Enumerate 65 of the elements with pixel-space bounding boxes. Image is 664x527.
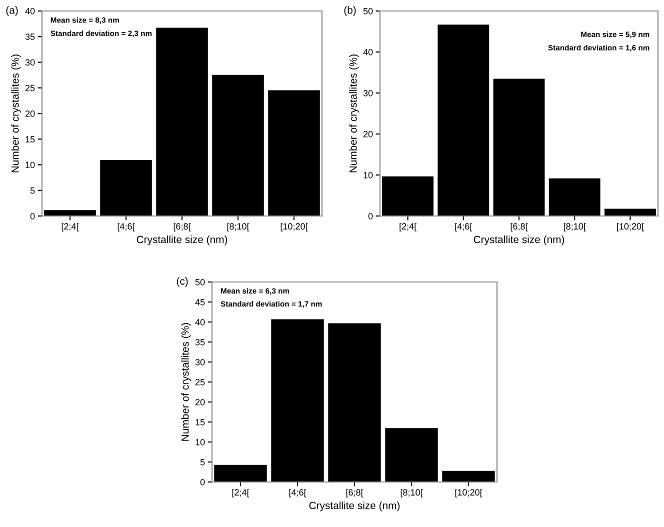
x-axis-title: Crystallite size (nm)	[136, 236, 228, 246]
chart-title: (b)	[344, 6, 356, 16]
bar	[382, 176, 434, 216]
y-tick-label: 0	[368, 212, 373, 220]
y-tick-label: 40	[25, 8, 35, 14]
y-axis-title: Number of crystallites (%)	[181, 323, 191, 441]
x-tick-label: [10;20[	[617, 222, 644, 232]
x-tick-label: [10;20[	[455, 488, 482, 498]
y-axis-title: Number of crystallites (%)	[11, 54, 21, 172]
x-tick-label: [4;6[	[289, 488, 306, 498]
bar	[385, 428, 438, 482]
bar	[271, 319, 324, 482]
y-tick-label: 10	[26, 162, 35, 168]
bar	[548, 178, 600, 216]
x-tick-label: [6;8[	[174, 222, 191, 232]
bar	[44, 210, 96, 216]
x-tick-label: [4;6[	[118, 222, 135, 232]
y-tick-label: 50	[195, 278, 205, 286]
bar	[493, 78, 545, 216]
y-tick-label: 25	[25, 84, 35, 92]
bar	[442, 470, 495, 482]
x-tick-label: [4;6[	[455, 222, 472, 232]
y-tick-label: 5	[30, 187, 35, 194]
x-tick-label: [6;8[	[346, 488, 364, 498]
y-tick-label: 50	[363, 8, 373, 14]
y-tick-label: 0	[30, 212, 35, 220]
y-tick-label: 30	[195, 358, 205, 366]
bar	[604, 208, 656, 216]
x-tick-label: [6;8[	[510, 222, 528, 232]
y-tick-label: 0	[200, 478, 205, 486]
y-tick-label: 30	[363, 90, 373, 96]
y-tick-label: 10	[196, 438, 205, 446]
y-tick-label: 20	[25, 110, 35, 117]
x-tick-label: [8;10[	[400, 488, 423, 498]
y-tick-label: 40	[195, 318, 205, 326]
bar	[438, 24, 490, 216]
chart-title: (a)	[6, 6, 18, 16]
y-tick-label: 15	[26, 136, 35, 142]
x-tick-label: [8;10[	[227, 222, 250, 232]
y-axis-title: Number of crystallites (%)	[349, 54, 359, 172]
y-tick-label: 35	[25, 34, 35, 40]
bar	[212, 74, 264, 216]
x-axis-title: Crystallite size (nm)	[474, 236, 564, 246]
x-tick-label: [2;4[	[62, 222, 79, 232]
x-tick-label: [8;10[	[564, 222, 586, 232]
x-axis-title: Crystallite size (nm)	[309, 502, 400, 512]
y-tick-label: 25	[195, 378, 205, 386]
y-tick-label: 30	[25, 59, 35, 66]
y-tick-label: 5	[200, 459, 205, 466]
bar	[268, 90, 320, 216]
bar	[100, 160, 152, 216]
x-tick-label: [10;20[	[280, 222, 308, 232]
y-tick-label: 10	[364, 172, 373, 178]
bar	[328, 323, 381, 482]
x-tick-label: [2;4[	[400, 222, 417, 232]
y-tick-label: 40	[363, 48, 373, 56]
bar	[214, 464, 267, 482]
x-tick-label: [2;4[	[232, 488, 250, 498]
y-tick-label: 20	[363, 130, 373, 138]
bar	[156, 28, 208, 216]
y-tick-label: 35	[195, 338, 205, 346]
y-tick-label: 45	[195, 299, 205, 306]
y-tick-label: 20	[195, 398, 205, 406]
y-tick-label: 15	[196, 419, 205, 426]
chart-title: (c)	[176, 277, 188, 287]
